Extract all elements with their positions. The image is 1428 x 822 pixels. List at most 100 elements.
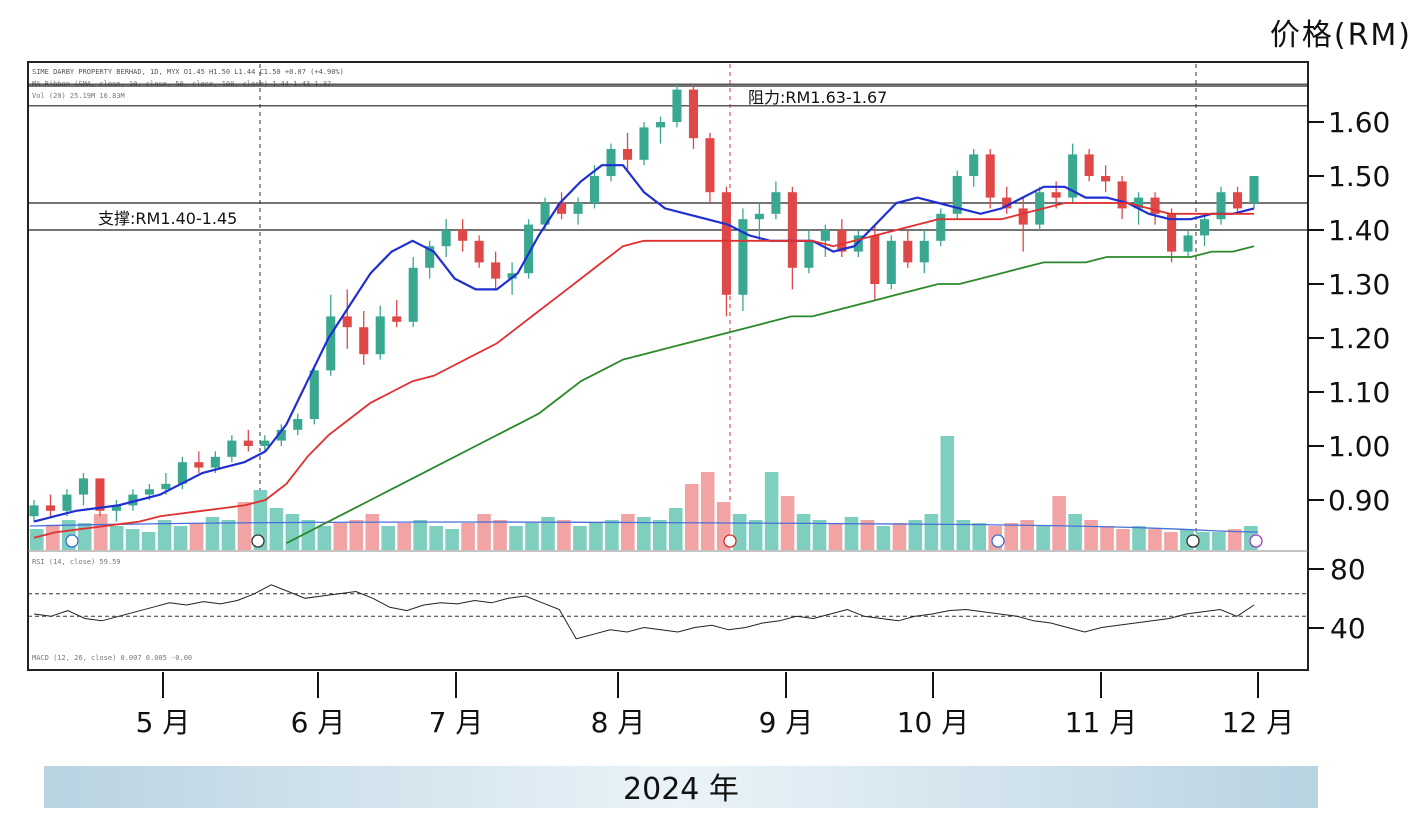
volume-bar bbox=[748, 520, 763, 550]
volume-bar bbox=[557, 520, 571, 550]
candle-body bbox=[1002, 197, 1012, 209]
candlesticks bbox=[29, 84, 1259, 522]
rsi-tick-label: 40 bbox=[1330, 612, 1366, 645]
candle-body bbox=[919, 240, 929, 263]
candle-body bbox=[1101, 176, 1111, 182]
volume-bar bbox=[1164, 532, 1178, 550]
volume-bar bbox=[173, 526, 188, 550]
candle-body bbox=[491, 262, 501, 279]
ma_mid-line bbox=[33, 202, 1254, 539]
candle-body bbox=[787, 192, 797, 268]
volume-bar bbox=[509, 526, 523, 550]
volume-bar bbox=[589, 523, 603, 550]
candle-body bbox=[62, 494, 72, 511]
candle-body bbox=[95, 478, 105, 511]
candle-body bbox=[1068, 154, 1078, 198]
candle-body bbox=[1117, 181, 1127, 209]
volume-bar bbox=[349, 520, 364, 550]
candle-body bbox=[375, 316, 385, 355]
candle-body bbox=[672, 89, 682, 122]
volume-bar bbox=[1196, 532, 1210, 550]
x-tick-label: 8 月 bbox=[591, 706, 646, 739]
ma_long-line bbox=[285, 245, 1255, 545]
volume-bar bbox=[892, 523, 907, 550]
volume-bar bbox=[924, 514, 939, 550]
candle-body bbox=[210, 456, 220, 468]
volume-bar bbox=[157, 520, 172, 550]
event-badge-2 bbox=[723, 534, 737, 548]
volume-bar bbox=[317, 526, 332, 550]
candle-body bbox=[359, 327, 369, 355]
candle-body bbox=[260, 440, 270, 446]
month-axis: 5 月 6 月 7 月 8 月 9 月 10 月 11 月 12 月 bbox=[136, 672, 1294, 739]
year-band bbox=[44, 766, 1318, 808]
candle-body bbox=[886, 240, 896, 284]
candle-body bbox=[540, 203, 550, 225]
volume-bar bbox=[1036, 526, 1050, 550]
price-axis: 1.60 1.50 1.40 1.30 1.20 1.10 1.00 0.90 80 40 bbox=[1308, 106, 1390, 645]
candle-body bbox=[474, 240, 484, 263]
candle-body bbox=[507, 273, 517, 279]
ma_short-line bbox=[33, 164, 1255, 523]
volume-bar bbox=[237, 502, 252, 550]
y-tick-label: 1.00 bbox=[1328, 430, 1390, 463]
volume-bar bbox=[397, 523, 411, 550]
candle-body bbox=[524, 224, 534, 274]
volume-bar bbox=[796, 514, 811, 550]
volume-bar bbox=[381, 526, 396, 550]
volume-bar bbox=[573, 526, 587, 550]
candle-body bbox=[688, 89, 698, 139]
candle-body bbox=[655, 122, 666, 128]
legend-rsi: RSI (14, close) 59.59 bbox=[32, 558, 121, 566]
volume-bar bbox=[1100, 526, 1114, 550]
volume-bar bbox=[844, 517, 859, 550]
y-tick-label: 1.60 bbox=[1328, 106, 1390, 139]
candle-body bbox=[161, 483, 171, 490]
volume-bar bbox=[269, 508, 284, 550]
price-unit-label: 价格(RM) bbox=[1269, 18, 1412, 53]
volume-bar bbox=[93, 514, 108, 550]
event-badge-1 bbox=[251, 534, 265, 548]
volume-bar bbox=[525, 523, 539, 550]
moving-averages bbox=[33, 164, 1255, 545]
volume-ma-line bbox=[29, 521, 1259, 533]
x-tick-label: 10 月 bbox=[897, 706, 970, 739]
volume-bar bbox=[1020, 520, 1034, 550]
y-tick-label: 1.10 bbox=[1328, 376, 1390, 409]
volume-bar bbox=[1084, 520, 1098, 550]
candle-body bbox=[408, 267, 418, 322]
volume-bar bbox=[956, 520, 971, 550]
event-badge-4 bbox=[1186, 534, 1200, 548]
candle-body bbox=[45, 505, 56, 511]
candle-body bbox=[705, 138, 715, 193]
volume-bar bbox=[45, 526, 60, 550]
candle-body bbox=[557, 203, 567, 214]
volume-bar bbox=[828, 523, 843, 550]
candle-body bbox=[1216, 192, 1226, 220]
event-badge-0 bbox=[65, 534, 79, 548]
legend-macd: MACD (12, 26, close) 0.007 0.005 -0.00 bbox=[32, 654, 192, 662]
candle-body bbox=[985, 154, 995, 198]
candle-body bbox=[29, 505, 39, 517]
candle-body bbox=[128, 494, 138, 506]
volume-bar bbox=[764, 472, 779, 550]
candle-body bbox=[969, 154, 979, 176]
candle-body bbox=[194, 462, 204, 468]
volume-bar bbox=[30, 529, 44, 550]
plot-frame bbox=[27, 61, 1309, 671]
volume-bar bbox=[1148, 529, 1162, 550]
support-resistance-zones bbox=[28, 83, 1308, 231]
candle-body bbox=[1150, 197, 1160, 214]
volume-bar bbox=[940, 436, 955, 550]
x-tick-label: 5 月 bbox=[136, 706, 191, 739]
candle-body bbox=[243, 440, 253, 446]
event-markers bbox=[259, 64, 1197, 549]
volume-bar bbox=[700, 472, 715, 550]
candle-body bbox=[590, 176, 600, 203]
event-badge-3 bbox=[991, 534, 1005, 548]
candle-body bbox=[1167, 213, 1177, 252]
candle-body bbox=[1232, 192, 1243, 209]
volume-bar bbox=[541, 517, 555, 550]
candle-body bbox=[903, 240, 913, 263]
volume-bar bbox=[109, 526, 124, 550]
